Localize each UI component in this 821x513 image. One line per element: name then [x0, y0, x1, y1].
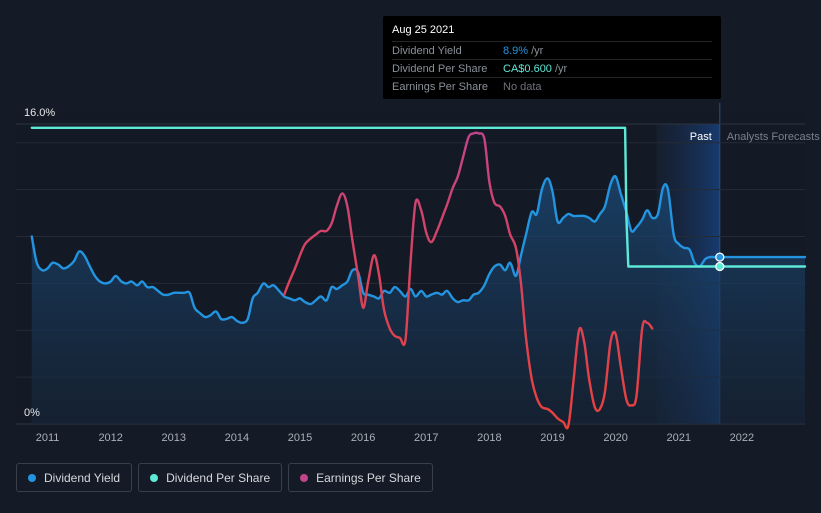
forecast-label: Analysts Forecasts — [727, 131, 820, 143]
x-tick-label: 2013 — [162, 432, 186, 444]
chart-legend: Dividend Yield Dividend Per Share Earnin… — [16, 463, 433, 492]
past-label: Past — [690, 131, 712, 143]
x-tick-label: 2015 — [288, 432, 312, 444]
legend-item-dividend-yield[interactable]: Dividend Yield — [16, 463, 133, 492]
x-tick-label: 2011 — [36, 432, 60, 444]
x-tick-label: 2018 — [477, 432, 501, 444]
dividend-per-share-end-marker — [715, 261, 725, 272]
legend-item-earnings-per-share[interactable]: Earnings Per Share — [288, 463, 433, 492]
legend-label: Dividend Yield — [44, 470, 121, 485]
dividend-yield-line — [30, 174, 807, 325]
x-tick-label: 2012 — [98, 432, 122, 444]
tooltip-value: CA$0.600 — [503, 62, 552, 75]
legend-dot-icon — [28, 473, 36, 482]
tooltip: Aug 25 2021 Dividend Yield 8.9% /yr Divi… — [383, 16, 721, 99]
legend-dot-icon — [150, 473, 159, 482]
legend-item-dividend-per-share[interactable]: Dividend Per Share — [138, 463, 283, 492]
legend-dot-icon — [300, 473, 309, 482]
tooltip-value: 8.9% — [503, 44, 529, 57]
tooltip-value: No data — [503, 80, 542, 93]
x-tick-label: 2016 — [351, 432, 375, 444]
x-tick-label: 2019 — [540, 432, 564, 444]
x-tick-label: 2020 — [603, 432, 627, 444]
y-axis-bottom-label: 0% — [24, 407, 40, 419]
tooltip-label: Earnings Per Share — [392, 80, 488, 93]
x-tick-label: 2022 — [730, 432, 754, 444]
y-axis-top-label: 16.0% — [24, 107, 55, 119]
legend-label: Dividend Per Share — [166, 470, 271, 485]
dividend-per-share-line — [30, 126, 807, 268]
dividend-yield-area — [31, 176, 806, 424]
tooltip-label: Dividend Yield — [392, 44, 462, 57]
tooltip-date: Aug 25 2021 — [392, 24, 455, 36]
tooltip-row-earnings-per-share: Earnings Per Share No data — [392, 77, 712, 95]
tooltip-label: Dividend Per Share — [392, 62, 488, 75]
x-tick-label: 2021 — [667, 432, 691, 444]
dividend-yield-end-marker — [715, 252, 725, 262]
tooltip-unit: /yr — [531, 44, 544, 57]
x-tick-label: 2014 — [225, 432, 249, 444]
tooltip-row-dividend-yield: Dividend Yield 8.9% /yr — [392, 41, 712, 59]
earnings-per-share-line — [283, 131, 654, 430]
tooltip-row-dividend-per-share: Dividend Per Share CA$0.600 /yr — [392, 59, 712, 77]
x-tick-label: 2017 — [414, 432, 438, 444]
legend-label: Earnings Per Share — [316, 470, 421, 485]
tooltip-unit: /yr — [554, 62, 568, 75]
